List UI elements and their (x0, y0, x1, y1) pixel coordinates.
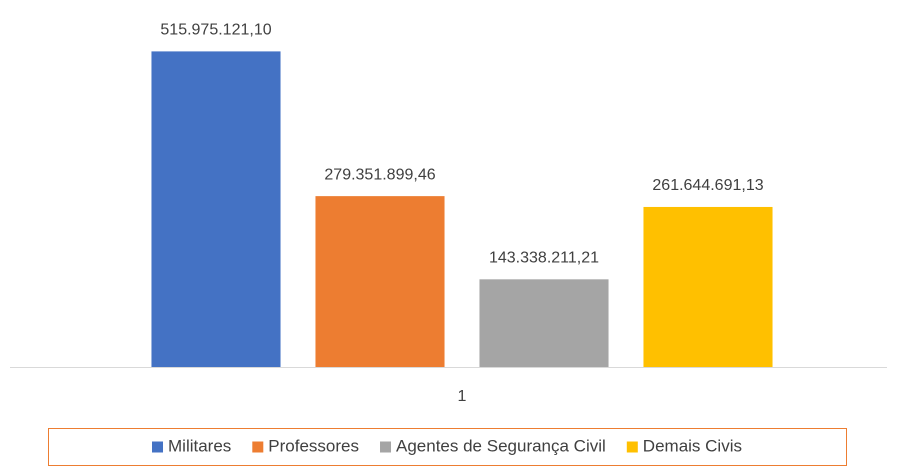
data-label: 515.975.121,10 (160, 22, 271, 39)
legend-swatch (626, 441, 638, 453)
legend-label: Agentes de Segurança Civil (396, 436, 606, 455)
legend-label: Professores (268, 436, 359, 455)
data-label: 261.644.691,13 (652, 177, 763, 194)
data-label: 279.351.899,46 (324, 166, 435, 183)
data-label: 143.338.211,21 (489, 250, 599, 267)
legend-label: Militares (168, 436, 231, 455)
x-tick-label: 1 (458, 388, 467, 405)
legend-swatch (380, 441, 392, 453)
bar (315, 196, 445, 367)
legend-swatch (252, 441, 264, 453)
bar (643, 206, 773, 367)
legend-label: Demais Civis (643, 436, 742, 455)
bar (151, 51, 281, 368)
bar (479, 279, 609, 367)
legend-box (48, 428, 847, 466)
legend-swatch (152, 441, 164, 453)
